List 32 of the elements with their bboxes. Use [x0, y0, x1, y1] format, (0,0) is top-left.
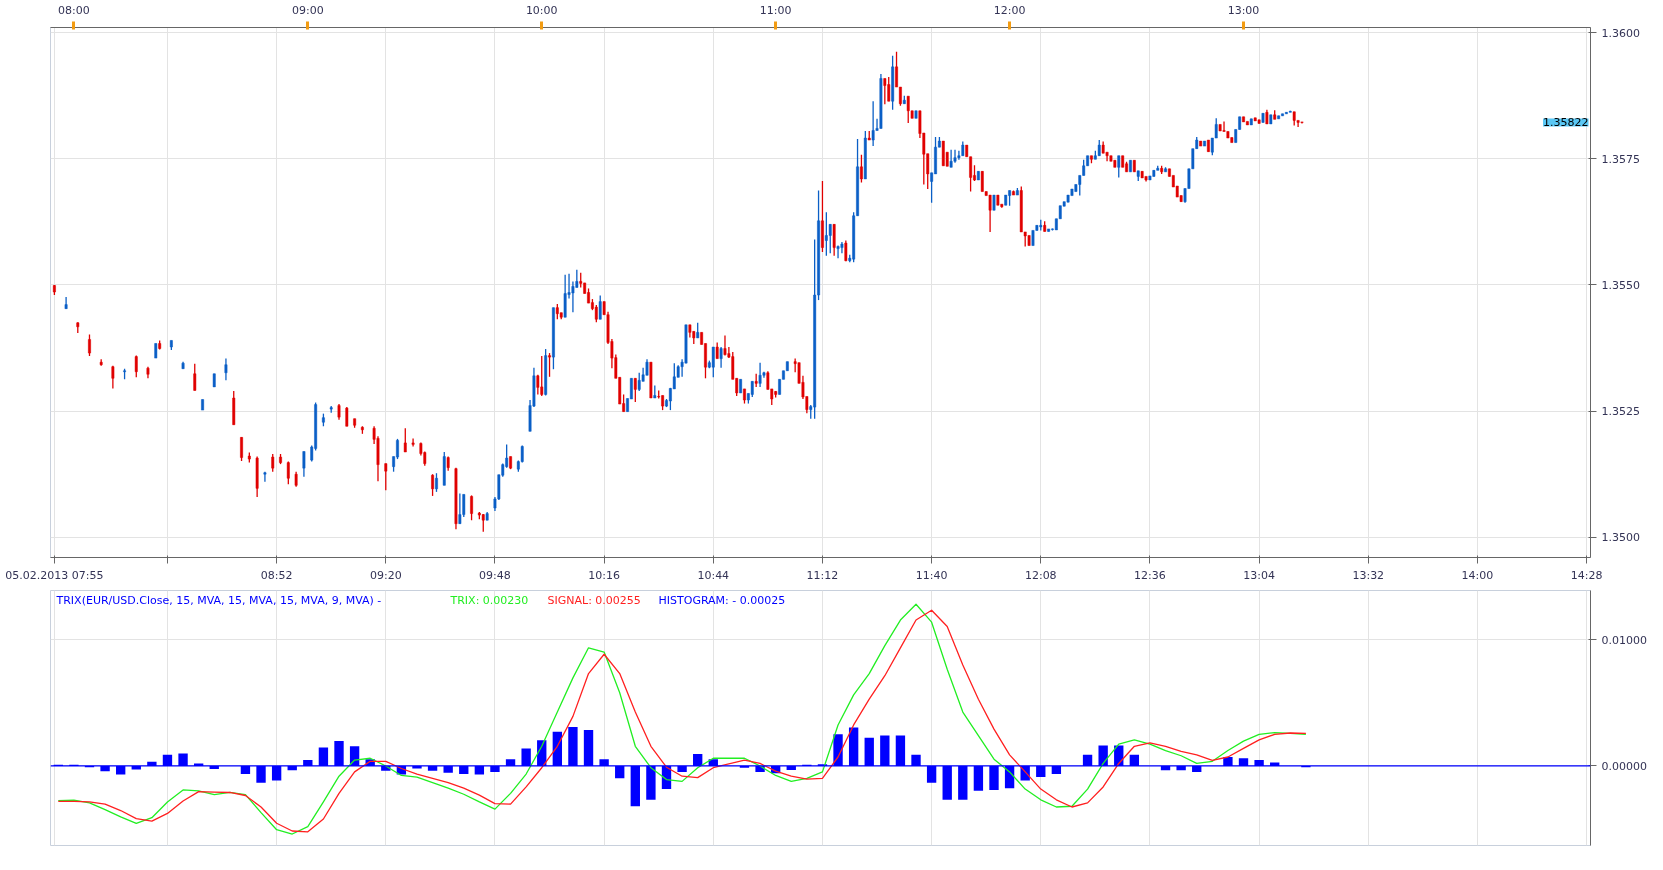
x-tick-label: 09:20 [369, 568, 402, 582]
text: HISTOGRAM: - 0.00025 [658, 593, 786, 607]
x2-tick-label: 11:00 [759, 3, 792, 17]
x-tick-label: 13:32 [1352, 568, 1385, 582]
x-tick-label: 14:28 [1570, 568, 1603, 582]
x2-tick-label: 09:00 [291, 3, 324, 17]
x2-tick-label: 10:00 [525, 3, 558, 17]
text: TRIX: 0.00230 [449, 593, 529, 607]
x-tick-label: 09:48 [479, 568, 511, 582]
x-tick-label: 11:12 [806, 568, 839, 582]
x-tick-label: 13:04 [1243, 568, 1275, 582]
y-tick-label: 1.3600 [1601, 26, 1640, 40]
annotation: 1.35822 [1543, 116, 1589, 130]
y-tick-label: 1.3525 [1601, 405, 1640, 419]
x-tick-label: 10:44 [697, 568, 730, 582]
x-tick-label: 12:36 [1134, 568, 1166, 582]
x-tick-label: 11:40 [915, 568, 948, 582]
y-tick-label: 0.00000 [1601, 759, 1647, 773]
y-tick-label: 0.01000 [1601, 633, 1647, 647]
x-tick-label: 14:00 [1461, 568, 1494, 582]
y-tick-label: 1.3575 [1601, 152, 1640, 166]
text: SIGNAL: 0.00255 [547, 593, 641, 607]
x-tick-label: 05.02.2013 07:55 [5, 568, 104, 582]
x-tick-label: 08:52 [260, 568, 293, 582]
x2-tick-label: 13:00 [1227, 3, 1260, 17]
x-tick-label: 10:16 [588, 568, 620, 582]
chart-title: TRIX(EUR/USD.Close, 15, MVA, 15, MVA, 15, MVA, 9, MVA) - [55, 593, 382, 607]
x-tick-label: 12:08 [1024, 568, 1057, 582]
y-tick-label: 1.3500 [1601, 531, 1640, 545]
x2-tick-label: 08:00 [58, 3, 90, 17]
x2-tick-label: 12:00 [993, 3, 1026, 17]
y-tick-label: 1.3550 [1601, 278, 1640, 292]
